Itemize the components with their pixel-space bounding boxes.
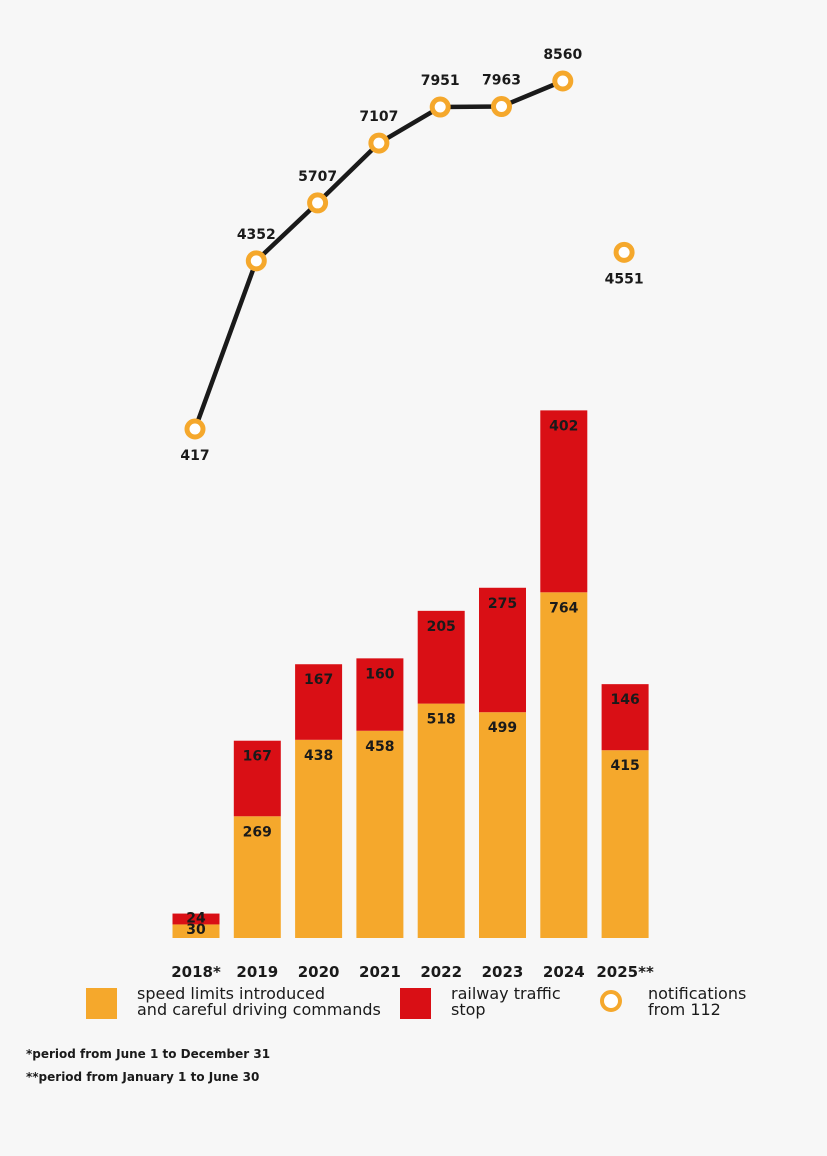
notifications-label-0: 417 [180, 448, 209, 464]
legend-item-notifications: notifications from 112 [594, 986, 746, 1018]
label-speed-limits-4: 518 [427, 712, 456, 728]
notifications-label-4: 7951 [421, 73, 460, 89]
notifications-point-5 [491, 96, 512, 118]
label-railway-stop-2: 167 [304, 672, 333, 688]
bar-railway-stop-3 [356, 658, 404, 731]
legend-label-notifications: notifications from 112 [648, 984, 747, 1019]
notifications-label-3: 7107 [359, 109, 398, 125]
label-railway-stop-1: 167 [243, 749, 272, 765]
legend-label-speed-limits: speed limits introduced and careful driv… [137, 984, 381, 1019]
bar-speed-limits-1 [233, 816, 281, 938]
label-railway-stop-5: 275 [488, 596, 517, 612]
bar-speed-limits-5 [479, 712, 526, 938]
legend-ring-icon [600, 990, 622, 1012]
bar-railway-stop-2 [295, 664, 343, 740]
label-railway-stop-7: 146 [610, 692, 639, 708]
x-axis-labels: 2018* 2019 2020 2021 2022 2023 2024 2025** [171, 963, 654, 980]
x-tick-label-3: 2021 [359, 963, 401, 980]
x-tick-label-0: 2018* [171, 963, 221, 980]
bar-railway-stop-1 [233, 740, 281, 817]
notifications-point-2 [307, 192, 329, 214]
label-speed-limits-1: 269 [243, 824, 272, 840]
label-railway-stop-6: 402 [549, 418, 578, 434]
notifications-label-6: 8560 [543, 47, 582, 63]
notifications-label-5: 7963 [482, 73, 521, 89]
label-speed-limits-3: 458 [365, 739, 394, 755]
footnote-2018: *period from June 1 to December 31 [26, 1047, 271, 1061]
label-speed-limits-5: 499 [488, 720, 517, 736]
label-railway-stop-0: 24 [186, 910, 206, 926]
notifications-point-0 [184, 418, 206, 440]
label-speed-limits-7: 415 [610, 758, 639, 774]
legend-swatch-orange [86, 988, 117, 1019]
notifications-point-3 [368, 132, 390, 154]
x-tick-label-6: 2024 [543, 963, 585, 980]
bar-speed-limits-3 [356, 730, 404, 938]
bar-speed-limits-0 [172, 924, 220, 938]
label-speed-limits-2: 438 [304, 748, 333, 764]
label-speed-limits-6: 764 [549, 600, 578, 616]
footnotes: *period from June 1 to December 31 **per… [26, 1046, 270, 1092]
legend-label-railway-stop: railway traffic stop [451, 984, 561, 1019]
bar-railway-stop-5 [479, 587, 526, 713]
bar-speed-limits-2 [295, 739, 343, 938]
bar-speed-limits-6 [540, 592, 588, 938]
bar-railway-stop-6 [540, 410, 588, 593]
notifications-point-7 [613, 241, 635, 263]
notifications-point-4 [429, 96, 451, 118]
label-speed-limits-0: 30 [186, 922, 206, 938]
bar-railway-stop-0 [172, 913, 220, 925]
notifications-point-1 [245, 250, 267, 272]
x-tick-label-5: 2023 [482, 963, 524, 980]
legend: speed limits introduced and careful driv… [86, 986, 786, 1026]
bar-speed-limits-4 [417, 703, 465, 938]
bar-speed-limits-7 [601, 750, 649, 938]
label-railway-stop-3: 160 [365, 666, 394, 682]
legend-item-speed-limits: speed limits introduced and careful driv… [86, 986, 381, 1019]
x-tick-label-7: 2025** [596, 963, 654, 980]
x-tick-label-2: 2020 [298, 963, 340, 980]
notifications-point-6 [552, 70, 574, 92]
footnote-2025: **period from January 1 to June 30 [26, 1070, 260, 1084]
notifications-label-7: 4551 [605, 271, 644, 287]
legend-swatch-red [400, 988, 431, 1019]
label-railway-stop-4: 205 [427, 619, 456, 635]
x-tick-label-4: 2022 [420, 963, 462, 980]
bar-railway-stop-4 [417, 610, 465, 704]
legend-item-railway-stop: railway traffic stop [400, 986, 561, 1019]
notifications-label-1: 4352 [237, 227, 276, 243]
x-tick-label-1: 2019 [236, 963, 278, 980]
bar-railway-stop-7 [601, 684, 649, 751]
notifications-label-2: 5707 [298, 169, 337, 185]
line-layer: 417 4352 5707 7107 7951 7963 8560 4551 [180, 47, 643, 464]
